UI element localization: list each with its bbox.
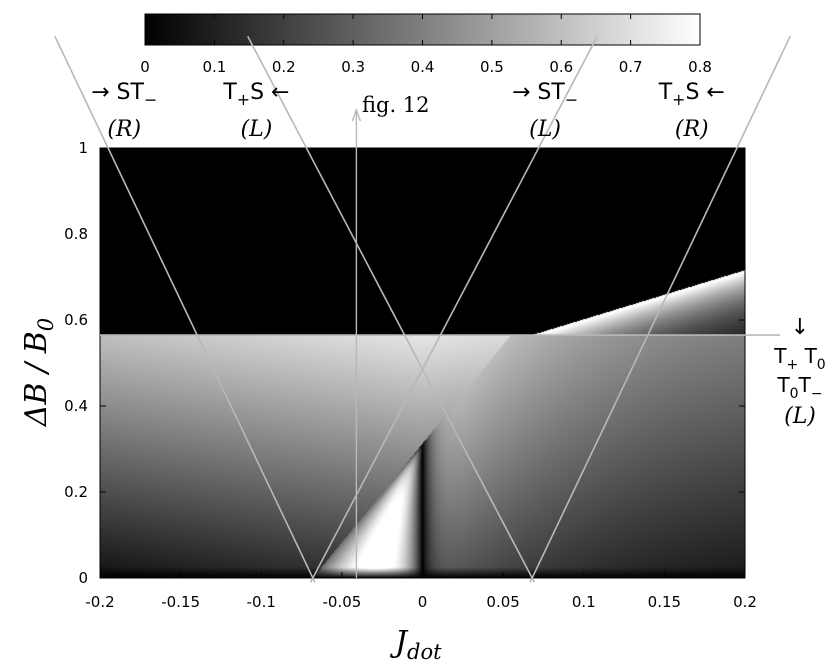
resonance-line <box>529 35 791 583</box>
side-line-2: T0T− <box>776 373 822 402</box>
annotation-label: → ST− <box>91 80 157 109</box>
annotation-tplus-s-right: T+S ← (R) <box>658 80 725 142</box>
x-tick-label: -0.15 <box>161 593 200 611</box>
heatmap <box>99 147 746 579</box>
colorbar-tick-label: 0.1 <box>202 58 226 76</box>
annotation-paren: (L) <box>529 117 561 142</box>
y-tick-label: 0.6 <box>64 311 88 329</box>
y-tick-label: 0 <box>78 569 88 587</box>
y-tick-label: 0.2 <box>64 483 88 501</box>
annotation-st-minus-left: → ST− (L) <box>512 80 578 142</box>
y-tick-label: 0.8 <box>64 225 88 243</box>
colorbar-tick-label: 0 <box>140 58 150 76</box>
heatmap-image <box>100 148 745 578</box>
side-line-1: T+ T0 <box>773 344 825 373</box>
resonance-line <box>309 35 599 583</box>
annotation-st-minus-right: → ST− (R) <box>91 80 157 142</box>
fig-marker-arrowhead <box>351 107 362 122</box>
colorbar-gradient <box>144 13 701 46</box>
annotation-label: → ST− <box>512 80 578 109</box>
annotation-tplus-s-left: T+S ← (L) <box>222 80 289 142</box>
colorbar-tick-label: 0.7 <box>619 58 643 76</box>
x-tick-label: -0.2 <box>85 593 114 611</box>
y-axis-label: ΔB / B0 <box>19 318 58 427</box>
transition-annotations: → ST− (R) T+S ← (L) → ST− (L) T+S ← (R) <box>91 80 725 142</box>
y-tick-label: 1 <box>78 139 88 157</box>
colorbar-tick-label: 0.8 <box>688 58 712 76</box>
colorbar: 0 0.1 0.2 0.3 0.4 0.5 0.6 0.7 0.8 <box>140 13 712 76</box>
x-tick-label: 0.05 <box>486 593 519 611</box>
x-tick-label: 0 <box>418 593 428 611</box>
colorbar-ticks: 0 0.1 0.2 0.3 0.4 0.5 0.6 0.7 0.8 <box>140 14 712 76</box>
side-paren: (L) <box>784 404 816 429</box>
annotation-label: T+S ← <box>658 80 725 109</box>
side-arrow: ↓ <box>791 315 809 340</box>
annotation-paren: (L) <box>241 117 273 142</box>
colorbar-tick-label: 0.4 <box>411 58 435 76</box>
x-tick-label: 0.15 <box>648 593 681 611</box>
resonance-line <box>54 35 316 583</box>
colorbar-tick-label: 0.5 <box>480 58 504 76</box>
y-axis-ticks: 0 0.2 0.4 0.6 0.8 1 <box>64 139 745 587</box>
x-tick-label: -0.1 <box>247 593 276 611</box>
resonance-line <box>246 35 536 583</box>
x-tick-label: 0.1 <box>572 593 596 611</box>
colorbar-tick-label: 0.3 <box>341 58 365 76</box>
colorbar-tick-label: 0.6 <box>549 58 573 76</box>
y-tick-label: 0.4 <box>64 397 88 415</box>
x-axis-ticks: -0.2 -0.15 -0.1 -0.05 0 0.05 0.1 0.15 0.2 <box>85 148 757 611</box>
x-tick-label: -0.05 <box>322 593 361 611</box>
annotation-paren: (R) <box>675 117 709 142</box>
fig-12-label: fig. 12 <box>362 93 430 117</box>
annotation-paren: (R) <box>107 117 141 142</box>
x-axis-label: Jdot <box>389 625 442 664</box>
resonance-lines <box>54 35 791 583</box>
annotation-label: T+S ← <box>222 80 289 109</box>
colorbar-tick-label: 0.2 <box>272 58 296 76</box>
x-tick-label: 0.2 <box>733 593 757 611</box>
